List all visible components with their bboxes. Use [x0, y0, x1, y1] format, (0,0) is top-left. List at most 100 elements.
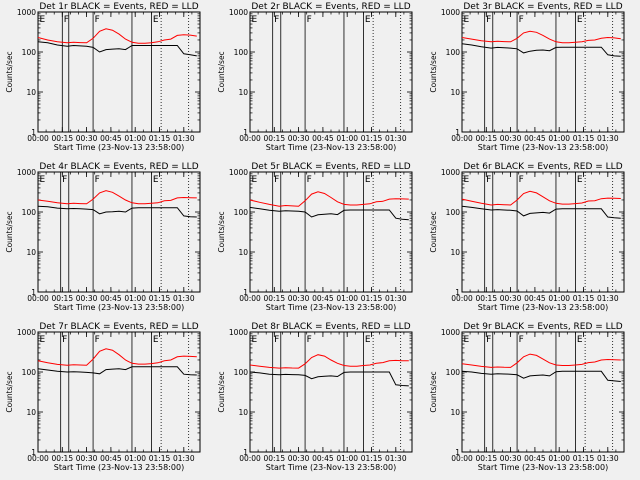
marker-label: F	[519, 335, 524, 345]
x-tick-label: 01:30	[385, 454, 407, 463]
y-axis-label: Counts/sec	[429, 371, 438, 412]
y-tick-label: 100	[234, 368, 249, 377]
panel-title: Det 2r BLACK = Events, RED = LLD	[251, 2, 410, 12]
plot-frame	[461, 331, 625, 453]
y-tick-label: 1	[243, 128, 248, 137]
marker-label: F	[486, 15, 491, 25]
panel-det-4: Det 4r BLACK = Events, RED = LLD 1 10 100 10…	[5, 162, 201, 312]
marker-label: F	[519, 15, 524, 25]
marker-label: E	[365, 15, 371, 25]
marker-label: F	[95, 175, 100, 185]
marker-label: F	[62, 175, 67, 185]
y-tick-label: 100	[22, 208, 37, 217]
panel-title: Det 7r BLACK = Events, RED = LLD	[39, 322, 198, 332]
y-axis-label: Counts/sec	[5, 371, 14, 412]
x-tick-label: 00:15	[263, 454, 285, 463]
x-tick-label: 00:45	[524, 454, 546, 463]
y-tick-label: 1	[243, 448, 248, 457]
x-tick-label: 00:30	[76, 454, 98, 463]
x-axis-label: Start Time (23-Nov-13 23:58:00)	[266, 143, 396, 152]
x-tick-label: 01:00	[336, 134, 358, 143]
panel-title: Det 5r BLACK = Events, RED = LLD	[251, 162, 410, 172]
x-tick-label: 01:00	[548, 134, 570, 143]
x-tick-label: 00:00	[27, 454, 49, 463]
plot-frame	[249, 11, 413, 133]
x-tick-label: 00:15	[475, 134, 497, 143]
corner-label: E	[464, 15, 470, 25]
marker-label: E	[153, 15, 159, 25]
corner-label: E	[40, 175, 46, 185]
series-line-events	[37, 41, 197, 57]
x-axis-label: Start Time (23-Nov-13 23:58:00)	[266, 463, 396, 472]
x-tick-label: 01:15	[573, 294, 595, 303]
x-tick-label: 01:00	[124, 454, 146, 463]
y-tick-label: 1000	[441, 328, 460, 337]
x-tick-label: 01:15	[573, 454, 595, 463]
x-tick-label: 00:15	[51, 134, 73, 143]
y-tick-label: 1000	[17, 168, 36, 177]
y-tick-label: 1000	[229, 8, 248, 17]
corner-label: E	[464, 175, 470, 185]
x-tick-label: 01:15	[149, 134, 171, 143]
x-tick-label: 00:45	[524, 134, 546, 143]
series-line-lld	[37, 348, 197, 366]
y-tick-label: 1	[31, 288, 36, 297]
y-tick-label: 1	[455, 448, 460, 457]
corner-label: E	[464, 335, 470, 345]
x-tick-label: 01:15	[573, 134, 595, 143]
series-line-events	[249, 206, 409, 221]
x-tick-label: 01:00	[336, 294, 358, 303]
x-tick-label: 00:00	[27, 134, 49, 143]
series-line-lld	[461, 190, 621, 206]
marker-label: E	[577, 175, 583, 185]
series-line-lld	[249, 354, 409, 369]
x-tick-label: 00:30	[288, 134, 310, 143]
series-line-events	[461, 43, 621, 57]
plot-frame	[249, 171, 413, 293]
plot-frame	[249, 331, 413, 453]
x-axis-label: Start Time (23-Nov-13 23:58:00)	[54, 143, 184, 152]
x-tick-label: 00:30	[500, 294, 522, 303]
x-tick-label: 00:15	[263, 294, 285, 303]
marker-label: E	[153, 335, 159, 345]
y-tick-label: 1	[455, 128, 460, 137]
x-tick-label: 00:00	[239, 294, 261, 303]
x-tick-label: 01:00	[336, 454, 358, 463]
y-tick-label: 1000	[229, 168, 248, 177]
plot-frame	[37, 171, 201, 293]
x-tick-label: 00:15	[51, 294, 73, 303]
x-tick-label: 00:00	[451, 454, 473, 463]
marker-label: F	[95, 15, 100, 25]
x-tick-label: 00:45	[100, 294, 122, 303]
y-tick-label: 10	[450, 88, 460, 97]
series-line-lld	[37, 28, 197, 44]
y-axis-label: Counts/sec	[429, 51, 438, 92]
corner-label: E	[252, 335, 258, 345]
x-tick-label: 01:30	[385, 134, 407, 143]
x-axis-label: Start Time (23-Nov-13 23:58:00)	[478, 303, 608, 312]
x-tick-label: 00:30	[76, 294, 98, 303]
marker-label: F	[274, 335, 279, 345]
x-tick-label: 00:30	[288, 294, 310, 303]
y-axis-label: Counts/sec	[429, 211, 438, 252]
panel-det-3: Det 3r BLACK = Events, RED = LLD 1 10 100 10…	[429, 2, 625, 152]
x-tick-label: 01:30	[173, 454, 195, 463]
x-axis-label: Start Time (23-Nov-13 23:58:00)	[54, 303, 184, 312]
x-tick-label: 01:30	[597, 294, 619, 303]
x-tick-label: 01:30	[597, 454, 619, 463]
y-tick-label: 100	[22, 48, 37, 57]
marker-label: F	[307, 175, 312, 185]
y-tick-label: 1	[31, 128, 36, 137]
panel-det-8: Det 8r BLACK = Events, RED = LLD 1 10 100 10…	[217, 322, 413, 472]
x-tick-label: 01:00	[124, 134, 146, 143]
y-tick-label: 1	[243, 288, 248, 297]
y-tick-label: 10	[238, 408, 248, 417]
x-tick-label: 01:00	[124, 294, 146, 303]
series-line-events	[37, 205, 197, 218]
marker-label: F	[62, 335, 67, 345]
x-tick-label: 00:00	[239, 454, 261, 463]
panel-det-9: Det 9r BLACK = Events, RED = LLD 1 10 100 10…	[429, 322, 625, 472]
y-tick-label: 1000	[229, 328, 248, 337]
x-axis-label: Start Time (23-Nov-13 23:58:00)	[478, 143, 608, 152]
x-axis-label: Start Time (23-Nov-13 23:58:00)	[54, 463, 184, 472]
